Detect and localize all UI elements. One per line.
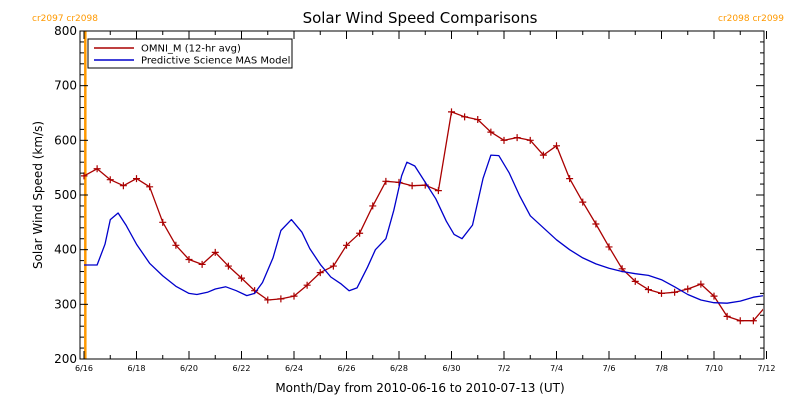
data-point <box>697 280 705 288</box>
data-point <box>93 165 101 173</box>
data-point <box>224 262 232 270</box>
data-point <box>119 182 127 190</box>
data-point <box>448 108 455 116</box>
data-point <box>671 288 679 296</box>
data-point <box>500 136 508 144</box>
data-point <box>513 134 521 142</box>
x-tick-label: 7/4 <box>550 364 563 373</box>
data-point <box>316 269 324 277</box>
x-tick-label: 6/16 <box>75 364 93 373</box>
x-tick-label: 6/20 <box>180 364 198 373</box>
x-tick-label: 6/22 <box>233 364 251 373</box>
data-point <box>749 317 757 325</box>
x-tick-label: 6/26 <box>338 364 356 373</box>
data-point <box>382 177 390 185</box>
x-axis-label: Month/Day from 2010-06-16 to 2010-07-13 … <box>275 381 564 395</box>
y-tick-label: 700 <box>54 79 77 93</box>
carrington-marker-label: cr2097 cr2098 <box>32 14 98 24</box>
data-point <box>789 288 796 295</box>
x-tick-label: 7/10 <box>705 364 723 373</box>
data-point <box>592 220 600 228</box>
legend: OMNI_M (12-hr avg)Predictive Science MAS… <box>87 38 293 69</box>
data-point <box>146 183 154 191</box>
x-tick-label: 6/28 <box>390 364 408 373</box>
y-tick-label: 300 <box>54 297 77 311</box>
data-point <box>658 289 665 297</box>
data-point <box>369 202 377 210</box>
data-point <box>684 285 692 293</box>
data-point <box>356 229 364 237</box>
data-point <box>644 286 652 294</box>
data-point <box>736 317 744 325</box>
legend-label: OMNI_M (12-hr avg) <box>141 44 241 55</box>
y-axis-label: Solar Wind Speed (km/s) <box>31 121 45 269</box>
data-point <box>776 287 783 294</box>
x-tick-label: 6/30 <box>443 364 461 373</box>
data-point <box>526 136 534 144</box>
data-point <box>238 274 245 282</box>
axes-layer: 200 300 400 500 600 700 800 6/16 6/18 6/20 6/22 6/2… <box>54 24 775 373</box>
y-tick-label: 500 <box>54 188 77 202</box>
x-tick-label: 6/18 <box>128 364 146 373</box>
x-tick-label: 7/8 <box>655 364 668 373</box>
x-tick-label: 7/2 <box>498 364 511 373</box>
data-point <box>434 187 442 195</box>
data-point <box>461 113 469 121</box>
data-point <box>185 256 193 264</box>
y-tick-label: 200 <box>54 352 77 366</box>
legend-label: Predictive Science MAS Model <box>141 56 290 67</box>
y-tick-label: 800 <box>54 24 77 38</box>
data-point <box>133 175 140 183</box>
plot-frame <box>79 30 765 360</box>
data-point <box>723 312 731 320</box>
data-point <box>329 262 337 270</box>
x-tick-label: 7/6 <box>603 364 616 373</box>
data-point <box>106 176 114 184</box>
data-point <box>710 292 718 300</box>
data-point <box>487 128 495 136</box>
series-2 <box>84 154 763 304</box>
data-point <box>553 142 560 150</box>
chart-title: Solar Wind Speed Comparisons <box>303 9 538 27</box>
data-point <box>159 218 167 226</box>
series-layer <box>81 108 796 325</box>
data-point <box>579 198 587 206</box>
data-point <box>303 281 311 289</box>
y-tick-label: 600 <box>54 133 77 147</box>
x-tick-label: 7/12 <box>758 364 776 373</box>
y-tick-label: 400 <box>54 243 77 257</box>
carrington-marker-label: cr2098 cr2099 <box>718 14 784 24</box>
data-point <box>211 248 219 256</box>
data-point <box>264 296 272 304</box>
data-point <box>474 116 482 124</box>
data-point <box>198 260 206 268</box>
series-1 <box>81 108 796 325</box>
data-point <box>277 295 285 303</box>
data-point <box>408 182 416 190</box>
legend-box <box>87 38 293 69</box>
data-point <box>631 277 639 285</box>
x-tick-label: 6/24 <box>285 364 303 373</box>
data-point <box>566 175 574 183</box>
data-point <box>343 241 350 249</box>
data-point <box>539 151 547 159</box>
data-point <box>172 241 180 249</box>
data-point <box>290 292 298 300</box>
series-line <box>84 154 763 304</box>
data-point <box>605 243 613 251</box>
